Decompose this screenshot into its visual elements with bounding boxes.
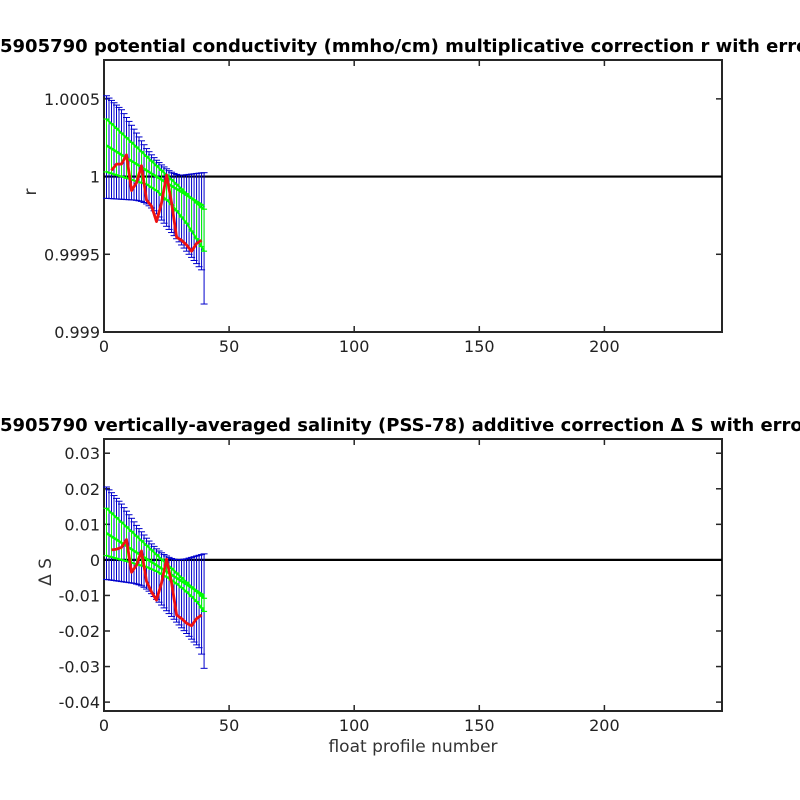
y-tick-label: -0.02	[59, 622, 100, 641]
x-axis-label: float profile number	[328, 737, 497, 757]
y-tick-label: 1	[90, 168, 100, 187]
x-tick-label: 150	[464, 716, 495, 735]
y-tick-label: 1.0005	[44, 90, 100, 109]
y-tick-label: 0.02	[64, 480, 100, 499]
chart-salinity-correction: 5905790 vertically-averaged salinity (PS…	[0, 415, 800, 757]
chart-title: 5905790 potential conductivity (mmho/cm)…	[0, 36, 800, 57]
fit-lower-line	[106, 170, 205, 252]
fit-center-line	[105, 144, 205, 208]
x-tick-label: 100	[339, 337, 370, 356]
y-axis-label: r	[21, 189, 41, 196]
x-tick-label: 100	[339, 716, 370, 735]
y-tick-label: 0	[90, 551, 100, 570]
x-tick-label: 200	[589, 337, 620, 356]
y-tick-label: -0.03	[59, 658, 100, 677]
y-tick-label: 0.03	[64, 444, 100, 463]
plot-area: 0 50 100 150 200 -0.04 -0.03 -0.02 -0.01 0 0.01 0.0…	[59, 438, 723, 735]
y-tick-label: 0.9995	[44, 245, 100, 264]
y-tick-label: -0.04	[59, 693, 100, 712]
x-tick-label: 50	[219, 716, 239, 735]
y-tick-label: 0.01	[64, 515, 100, 534]
x-tick-label: 50	[219, 337, 239, 356]
x-tick-label: 150	[464, 337, 495, 356]
axes-frame	[103, 59, 723, 333]
correction-line	[111, 538, 203, 628]
y-tick-label: 0.999	[54, 323, 100, 342]
fit-lower-line	[106, 554, 205, 612]
y-axis-label: Δ S	[36, 558, 56, 586]
axes-frame	[103, 438, 723, 712]
x-tick-label: 0	[99, 337, 109, 356]
plot-area: 0 50 100 150 200 0.999 0.9995 1 1.0005	[44, 59, 723, 356]
chart-conductivity-correction: 5905790 potential conductivity (mmho/cm)…	[0, 36, 800, 356]
x-tick-label: 200	[589, 716, 620, 735]
chart-title: 5905790 vertically-averaged salinity (PS…	[0, 415, 800, 436]
correction-line	[110, 153, 203, 253]
x-tick-label: 0	[99, 716, 109, 735]
y-tick-label: -0.01	[59, 586, 100, 605]
